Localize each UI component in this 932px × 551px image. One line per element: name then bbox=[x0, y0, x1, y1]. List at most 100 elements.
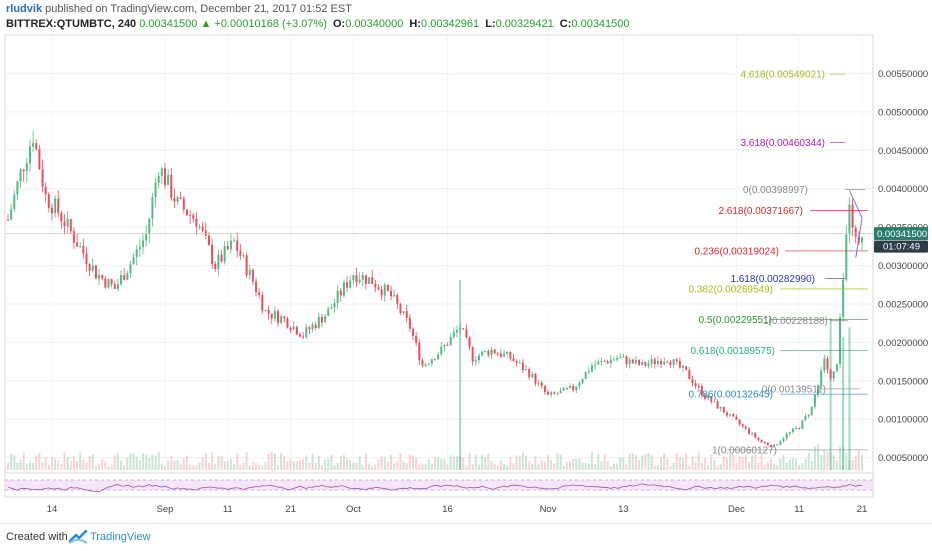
volume-bar bbox=[98, 463, 101, 470]
candle-body bbox=[751, 432, 754, 434]
volume-bar bbox=[490, 461, 493, 470]
candle-body bbox=[622, 356, 625, 358]
candle-body bbox=[525, 368, 528, 370]
chart-plot-area[interactable] bbox=[4, 34, 874, 474]
volume-bar bbox=[628, 453, 631, 470]
volume-bar bbox=[132, 453, 135, 470]
tradingview-logo-icon[interactable] bbox=[68, 529, 88, 545]
volume-bar bbox=[390, 455, 393, 470]
volume-bar bbox=[810, 460, 813, 470]
volume-bar bbox=[747, 462, 750, 470]
volume-bar bbox=[656, 464, 659, 470]
candle-body bbox=[408, 317, 411, 329]
volume-bar bbox=[650, 455, 653, 470]
price-chart[interactable]: 4.618(0.00549021) 3.618(0.00460344) 0(0.00… bbox=[0, 0, 932, 523]
candle-body bbox=[581, 379, 584, 383]
candle-body bbox=[63, 221, 66, 227]
x-tick-label: Nov bbox=[540, 504, 557, 515]
volume-bar bbox=[267, 453, 270, 470]
candle-body bbox=[320, 316, 323, 323]
candle-body bbox=[779, 441, 782, 445]
y-tick-label: 0.00150000 bbox=[878, 376, 928, 387]
fib-level-label: 0.382(0.00269549) bbox=[688, 284, 773, 295]
volume-bar bbox=[509, 457, 512, 470]
volume-bar bbox=[471, 464, 474, 470]
volume-bar bbox=[804, 458, 807, 470]
candle-body bbox=[264, 310, 267, 312]
volume-bar bbox=[547, 455, 550, 470]
volume-bar bbox=[339, 456, 342, 470]
candle-body bbox=[54, 198, 57, 214]
candle-body bbox=[788, 431, 791, 434]
fib-level-label: 4.618(0.00549021) bbox=[740, 70, 825, 81]
fib-level-label: 1(0.00060127) bbox=[712, 445, 777, 456]
volume-bar bbox=[192, 465, 195, 470]
volume-bar bbox=[785, 462, 788, 470]
candle-body bbox=[634, 360, 637, 364]
volume-bar bbox=[515, 455, 518, 470]
volume-bar bbox=[691, 456, 694, 470]
candle-body bbox=[22, 169, 25, 172]
candle-body bbox=[305, 327, 308, 337]
x-tick-label: 11 bbox=[223, 504, 233, 515]
volume-bar bbox=[371, 465, 374, 470]
volume-bar bbox=[273, 453, 276, 470]
volume-bar bbox=[317, 455, 320, 470]
volume-bar bbox=[418, 464, 421, 470]
volume-bar bbox=[7, 462, 9, 470]
candle-body bbox=[738, 419, 741, 425]
volume-bar bbox=[685, 452, 688, 470]
candle-body bbox=[107, 279, 110, 288]
volume-bar bbox=[839, 446, 842, 470]
y-tick-label: 0.00250000 bbox=[878, 299, 928, 310]
volume-bar bbox=[738, 456, 741, 470]
candle-body bbox=[424, 364, 427, 366]
candle-body bbox=[176, 197, 179, 202]
candle-body bbox=[195, 218, 198, 227]
ohlc-line: BITTREX:QTUMBTC, 240 0.00341500 ▲ +0.000… bbox=[6, 18, 630, 30]
volume-bar bbox=[255, 462, 258, 470]
candle-body bbox=[713, 401, 716, 403]
fib-level-label: 0.236(0.00319024) bbox=[694, 246, 779, 257]
volume-bar bbox=[88, 456, 91, 470]
candle-body bbox=[845, 234, 848, 280]
symbol-label[interactable]: BITTREX:QTUMBTC, 240 bbox=[6, 18, 137, 30]
volume-bar bbox=[349, 459, 352, 470]
volume-bar bbox=[587, 463, 590, 470]
volume-bar bbox=[675, 453, 678, 470]
volume-bar bbox=[383, 456, 386, 470]
candle-body bbox=[675, 359, 678, 362]
candle-body bbox=[91, 265, 94, 271]
author-link[interactable]: rludvik bbox=[6, 3, 43, 15]
change-arrow-icon: ▲ bbox=[200, 18, 212, 30]
candle-body bbox=[123, 275, 126, 280]
volume-bar bbox=[421, 463, 424, 470]
candle-body bbox=[120, 275, 123, 285]
volume-bar bbox=[660, 457, 663, 470]
volume-bar bbox=[556, 452, 559, 470]
candle-body bbox=[484, 350, 487, 352]
volume-bar bbox=[104, 461, 107, 470]
volume-bar bbox=[672, 463, 675, 470]
candle-body bbox=[25, 163, 28, 172]
candle-body bbox=[531, 373, 534, 378]
volume-bar bbox=[358, 455, 361, 470]
volume-bar bbox=[669, 465, 672, 470]
volume-bar bbox=[163, 465, 166, 470]
candle-body bbox=[217, 254, 220, 270]
candle-body bbox=[60, 212, 63, 222]
volume-bar bbox=[744, 455, 747, 470]
candle-body bbox=[719, 407, 722, 409]
volume-bar bbox=[729, 453, 732, 470]
candle-body bbox=[192, 215, 195, 219]
volume-bar bbox=[220, 456, 223, 470]
y-tick-label: 0.00550000 bbox=[878, 69, 928, 80]
tradingview-brand-link[interactable]: TradingView bbox=[90, 531, 151, 543]
candle-body bbox=[298, 334, 301, 337]
candle-body bbox=[336, 290, 339, 303]
candle-body bbox=[292, 326, 295, 330]
candle-body bbox=[145, 233, 148, 241]
x-tick-label: Sep bbox=[157, 504, 174, 515]
candle-body bbox=[578, 382, 581, 387]
candle-body bbox=[540, 382, 543, 386]
